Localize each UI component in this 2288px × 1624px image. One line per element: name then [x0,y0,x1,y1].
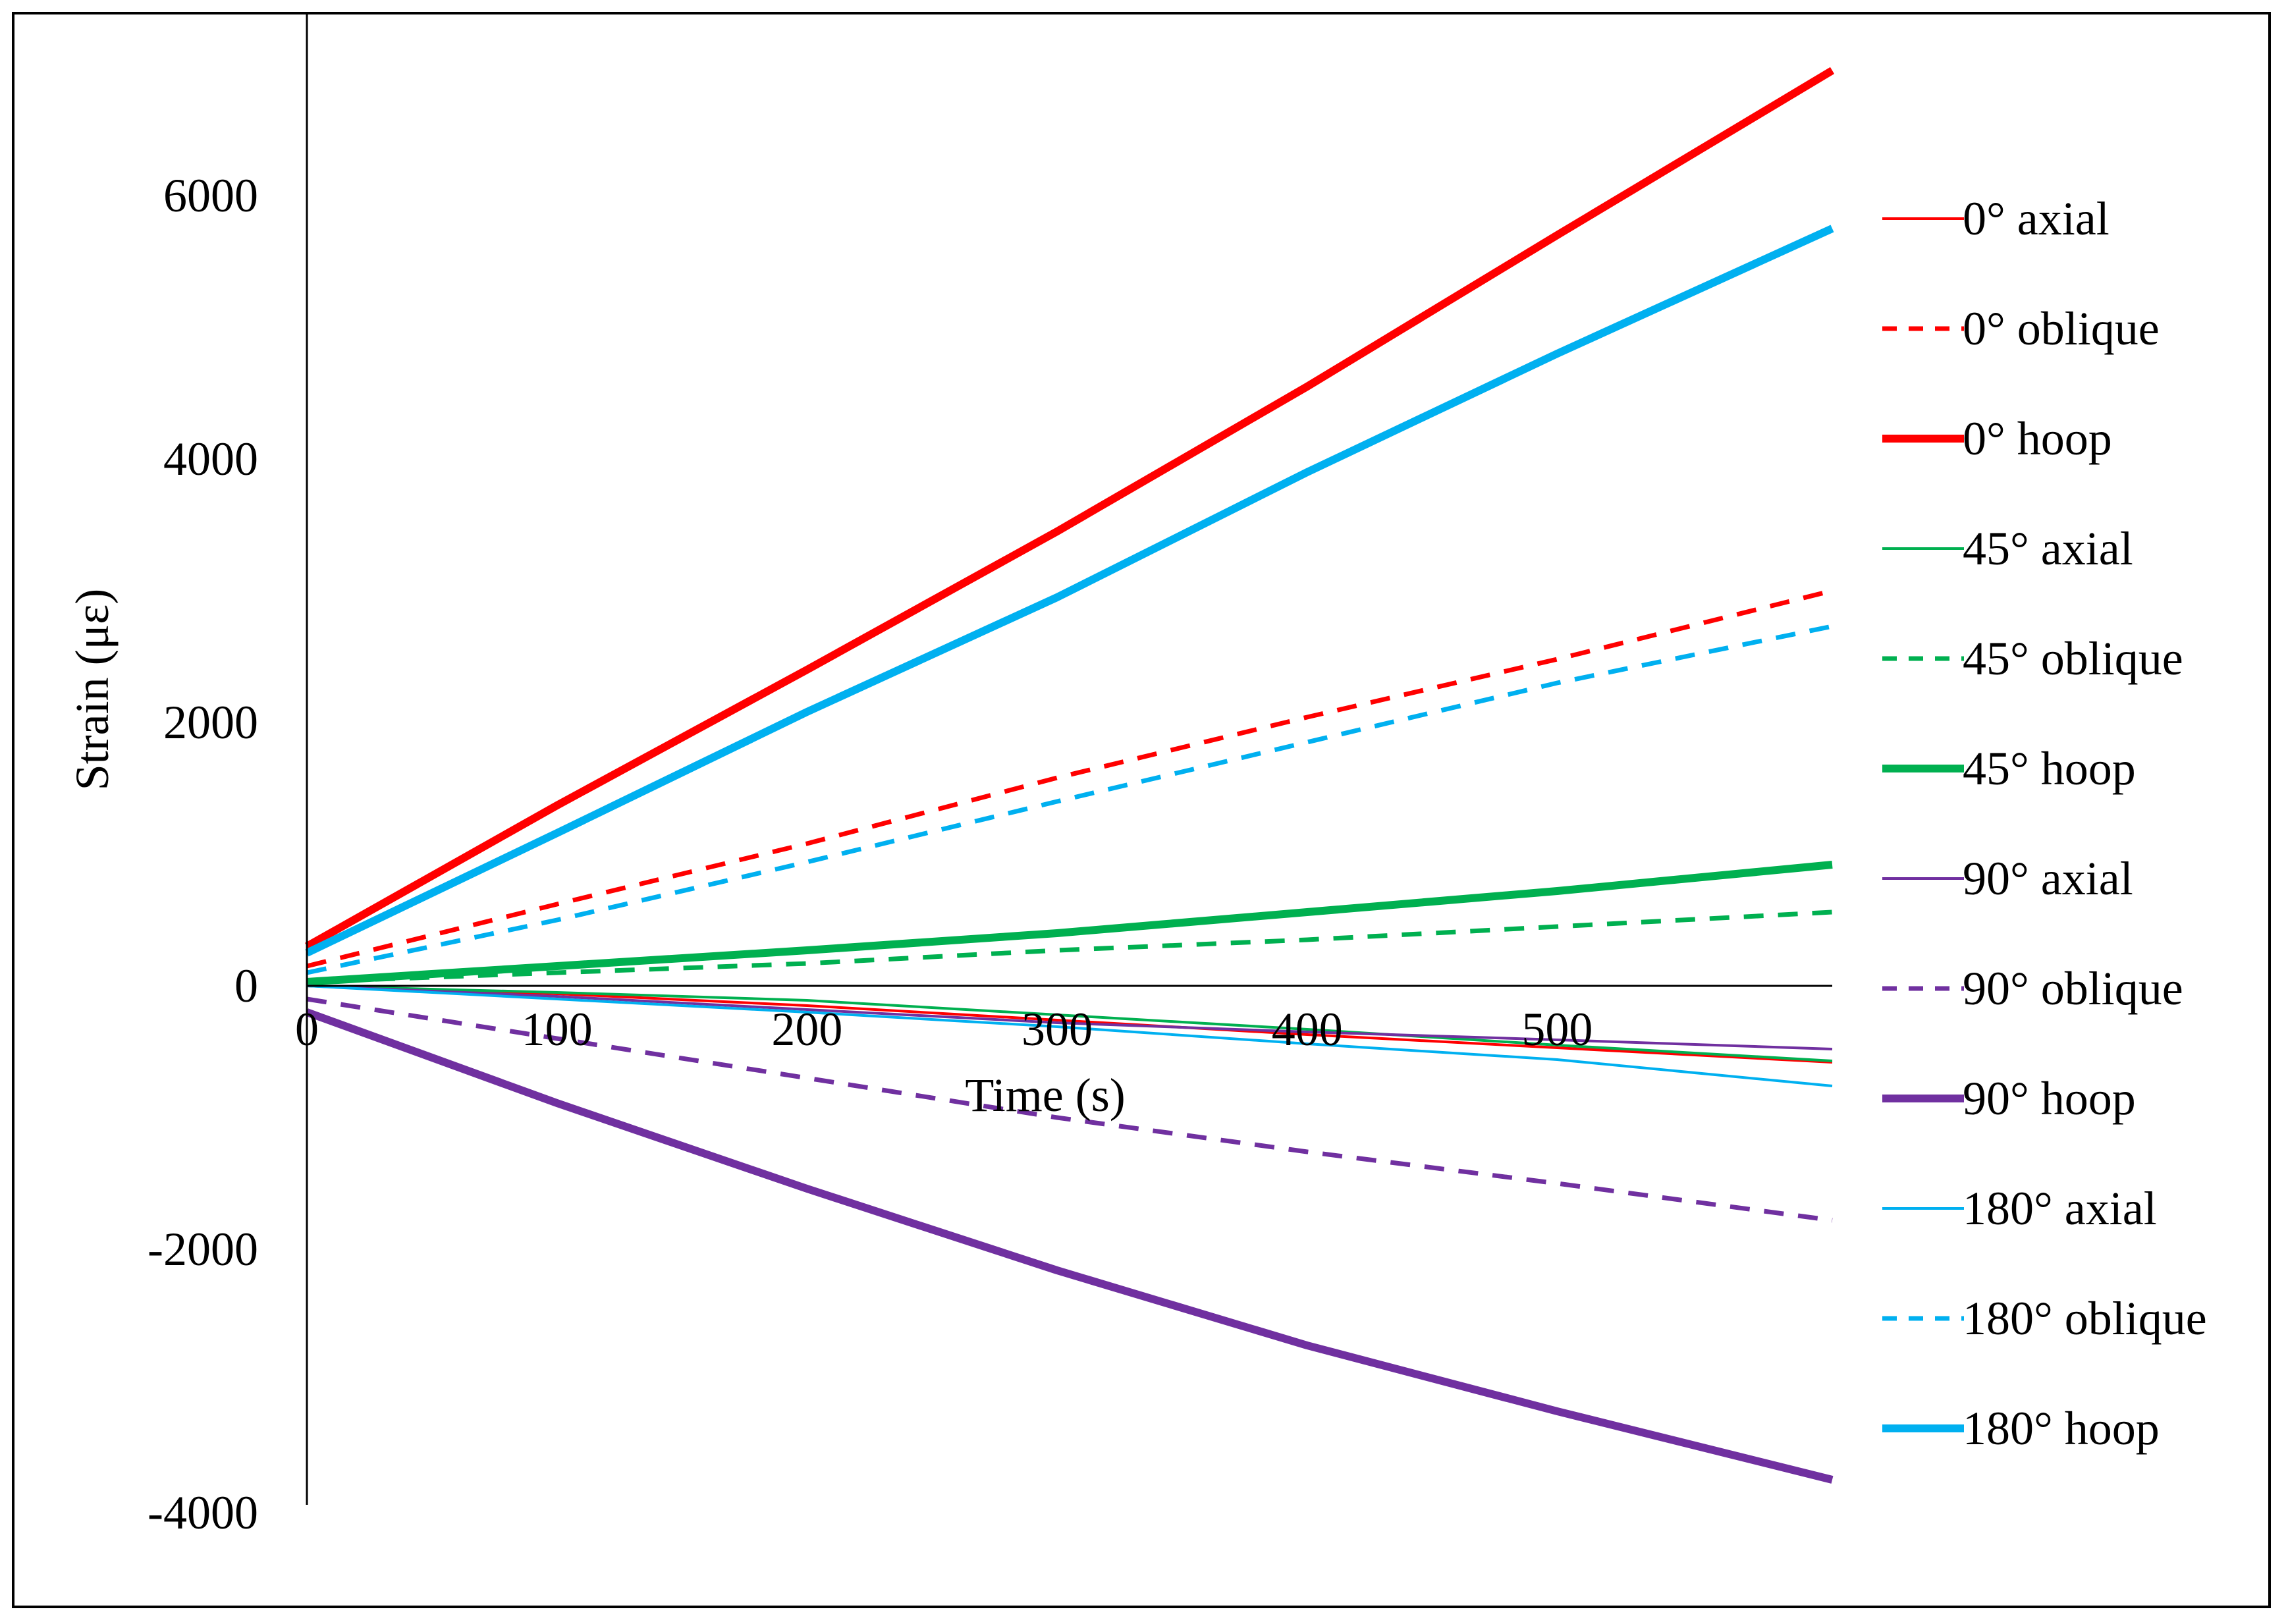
x-tick-label: 0 [295,1003,319,1056]
series-line-7 [306,996,1833,1223]
y-axis-title: Strain (με) [66,589,119,791]
legend-label-7: 90° oblique [1963,962,2183,1015]
series-line-9 [306,985,1833,1087]
x-tick-label: 400 [1272,1003,1343,1056]
chart-frame: 6000 4000 2000 0 -2000 -4000 0 100 200 300 400 500 … [12,12,2271,1608]
x-tick-label: 500 [1521,1003,1593,1056]
series-line-4 [306,909,1833,985]
x-axis-title: Time (s) [965,1069,1125,1122]
legend-label-3: 45° axial [1963,522,2133,575]
series-line-10 [306,624,1833,975]
x-tick-label: 100 [522,1003,593,1056]
series-line-8 [305,1008,1834,1484]
legend: 0° axial 0° oblique 0° hoop 45° axial 45° ob… [1882,192,2207,1455]
legend-label-4: 45° oblique [1963,632,2183,685]
legend-label-6: 90° axial [1963,852,2133,905]
series-line-2 [305,67,1835,950]
y-tick-label: 4000 [163,433,258,485]
y-tick-label: 2000 [163,696,258,749]
legend-label-9: 180° axial [1963,1182,2157,1235]
y-tick-label: -2000 [148,1223,258,1276]
series-line-5 [306,861,1833,986]
x-tick-label: 300 [1021,1003,1093,1056]
y-tick-label: -4000 [148,1486,258,1539]
series-line-1 [306,588,1833,969]
axes-layer: 6000 4000 2000 0 -2000 -4000 0 100 200 300 400 500 [148,14,1832,1539]
series-line-6 [306,985,1833,1050]
legend-label-11: 180° hoop [1963,1402,2160,1455]
series-line-11 [305,225,1834,957]
x-tick-label: 200 [771,1003,842,1056]
legend-label-0: 0° axial [1963,192,2110,245]
series-line-3 [306,985,1833,1062]
legend-label-2: 0° hoop [1963,412,2112,465]
y-tick-label: 0 [234,960,258,1012]
y-tick-label: 6000 [163,169,258,222]
series-layer [305,67,1835,1484]
legend-label-10: 180° oblique [1963,1292,2207,1345]
legend-label-1: 0° oblique [1963,302,2160,355]
legend-label-8: 90° hoop [1963,1072,2136,1125]
legend-label-5: 45° hoop [1963,742,2136,795]
